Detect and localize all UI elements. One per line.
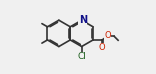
Text: O: O xyxy=(98,43,105,52)
Text: N: N xyxy=(79,15,87,25)
Text: Cl: Cl xyxy=(77,52,86,61)
Text: O: O xyxy=(104,31,111,40)
